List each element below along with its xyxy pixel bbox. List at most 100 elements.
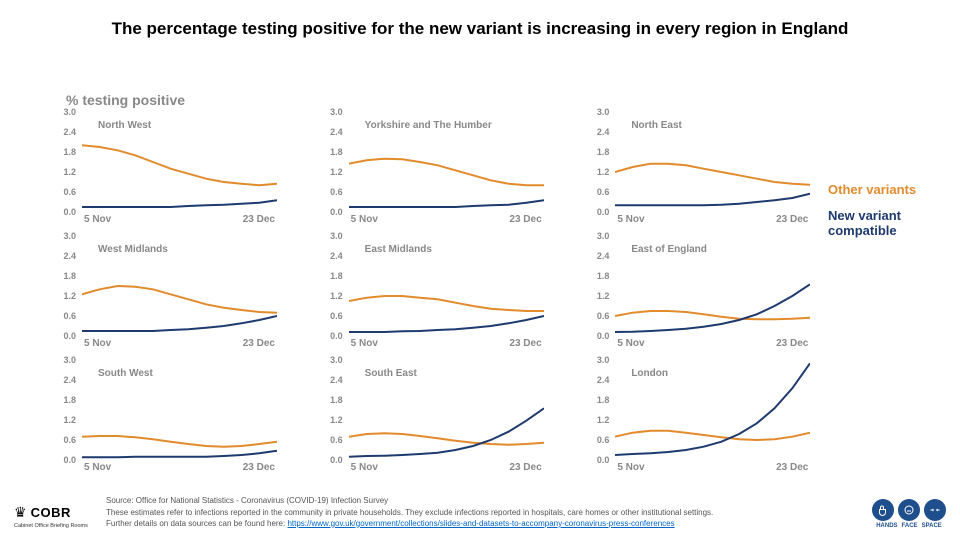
x-tick: 23 Dec — [509, 214, 541, 225]
y-tick: 1.8 — [597, 271, 610, 281]
plot-area — [82, 112, 277, 212]
footer: ♛ COBR Cabinet Office Briefing Rooms Sou… — [14, 495, 946, 529]
y-tick: 2.4 — [597, 375, 610, 385]
y-tick: 3.0 — [330, 355, 343, 365]
y-tick: 0.0 — [597, 331, 610, 341]
y-tick: 2.4 — [330, 251, 343, 261]
source-link[interactable]: https://www.gov.uk/government/collection… — [287, 519, 674, 528]
y-tick: 3.0 — [330, 107, 343, 117]
y-axis: 0.00.61.21.82.43.0 — [317, 112, 347, 212]
series-other-variants — [82, 286, 277, 313]
y-tick: 1.2 — [63, 291, 76, 301]
y-axis: 0.00.61.21.82.43.0 — [583, 360, 613, 460]
y-axis: 0.00.61.21.82.43.0 — [317, 236, 347, 336]
series-other-variants — [349, 296, 544, 311]
plot-area — [349, 236, 544, 336]
plot-area — [82, 360, 277, 460]
series-new-variant — [82, 451, 277, 458]
y-tick: 0.6 — [330, 187, 343, 197]
series-new-variant — [615, 194, 810, 206]
y-tick: 3.0 — [330, 231, 343, 241]
plot-area — [615, 112, 810, 212]
y-axis: 0.00.61.21.82.43.0 — [583, 236, 613, 336]
y-axis: 0.00.61.21.82.43.0 — [50, 236, 80, 336]
series-new-variant — [82, 200, 277, 207]
hands-icon — [872, 499, 894, 521]
x-tick: 23 Dec — [243, 214, 275, 225]
y-tick: 1.2 — [63, 415, 76, 425]
source-line-3: Further details on data sources can be f… — [106, 518, 860, 529]
x-axis: 5 Nov23 Dec — [82, 460, 277, 478]
plot-area — [349, 360, 544, 460]
hfs-label-space: SPACE — [922, 523, 942, 529]
y-tick: 3.0 — [597, 355, 610, 365]
x-tick: 5 Nov — [84, 214, 111, 225]
hfs-label-hands: HANDS — [876, 523, 897, 529]
x-tick: 5 Nov — [617, 214, 644, 225]
y-tick: 1.8 — [597, 395, 610, 405]
y-tick: 1.2 — [597, 167, 610, 177]
series-new-variant — [349, 200, 544, 207]
y-tick: 0.6 — [597, 435, 610, 445]
source-link-prefix: Further details on data sources can be f… — [106, 519, 287, 528]
series-new-variant — [615, 363, 810, 455]
page-title: The percentage testing positive for the … — [0, 0, 960, 44]
space-icon — [924, 499, 946, 521]
x-tick: 23 Dec — [509, 338, 541, 349]
series-other-variants — [82, 145, 277, 185]
y-tick: 2.4 — [597, 251, 610, 261]
y-tick: 1.8 — [330, 271, 343, 281]
chart-panel: West Midlands0.00.61.21.82.43.05 Nov23 D… — [50, 236, 287, 356]
x-axis: 5 Nov 23 Dec — [82, 212, 277, 230]
series-other-variants — [349, 433, 544, 444]
series-new-variant — [349, 408, 544, 456]
x-axis: 5 Nov 23 Dec — [349, 212, 544, 230]
y-tick: 3.0 — [597, 231, 610, 241]
cobr-logo: ♛ COBR Cabinet Office Briefing Rooms — [14, 504, 94, 529]
y-tick: 0.6 — [330, 311, 343, 321]
y-tick: 0.6 — [330, 435, 343, 445]
y-axis: 0.00.61.21.82.43.0 — [583, 112, 613, 212]
series-new-variant — [82, 316, 277, 331]
chart-panel: North East0.00.61.21.82.43.05 Nov23 Dec — [583, 112, 820, 232]
y-tick: 2.4 — [597, 127, 610, 137]
y-tick: 2.4 — [63, 127, 76, 137]
y-axis-label: % testing positive — [66, 92, 185, 108]
hfs-label-face: FACE — [902, 523, 918, 529]
y-tick: 2.4 — [63, 375, 76, 385]
legend: Other variantsNew variant compatible — [828, 182, 946, 249]
y-tick: 0.0 — [597, 455, 610, 465]
y-tick: 0.0 — [63, 331, 76, 341]
y-tick: 1.2 — [597, 415, 610, 425]
x-tick: 5 Nov — [351, 214, 378, 225]
y-tick: 3.0 — [63, 355, 76, 365]
chart-panel: South West0.00.61.21.82.43.05 Nov23 Dec — [50, 360, 287, 480]
x-axis: 5 Nov23 Dec — [349, 336, 544, 354]
y-tick: 1.2 — [330, 291, 343, 301]
y-tick: 0.0 — [63, 455, 76, 465]
y-tick: 0.0 — [63, 207, 76, 217]
chart-panel: North West0.00.61.21.82.43.05 Nov23 Dec — [50, 112, 287, 232]
x-axis: 5 Nov23 Dec — [82, 336, 277, 354]
x-tick: 23 Dec — [776, 338, 808, 349]
x-axis: 5 Nov 23 Dec — [615, 336, 810, 354]
y-tick: 0.0 — [330, 207, 343, 217]
y-tick: 2.4 — [330, 127, 343, 137]
y-tick: 2.4 — [63, 251, 76, 261]
source-line-1: Source: Office for National Statistics -… — [106, 495, 860, 506]
hands-face-space: HANDS FACE SPACE — [872, 499, 946, 529]
x-tick: 5 Nov — [351, 462, 378, 473]
x-axis: 5 Nov23 Dec — [349, 460, 544, 478]
y-tick: 1.2 — [330, 167, 343, 177]
chart-panel: Yorkshire and The Humber0.00.61.21.82.43… — [317, 112, 554, 232]
source-line-2: These estimates refer to infections repo… — [106, 507, 860, 518]
source-text: Source: Office for National Statistics -… — [106, 495, 860, 529]
x-tick: 23 Dec — [776, 214, 808, 225]
series-other-variants — [615, 311, 810, 319]
chart-panel: East of England0.00.61.21.82.43.05 Nov23… — [583, 236, 820, 356]
x-tick: 5 Nov — [617, 338, 644, 349]
y-tick: 1.2 — [330, 415, 343, 425]
chart-panel: South East0.00.61.21.82.43.05 Nov23 Dec — [317, 360, 554, 480]
series-other-variants — [82, 436, 277, 447]
legend-item: New variant compatible — [828, 208, 946, 239]
